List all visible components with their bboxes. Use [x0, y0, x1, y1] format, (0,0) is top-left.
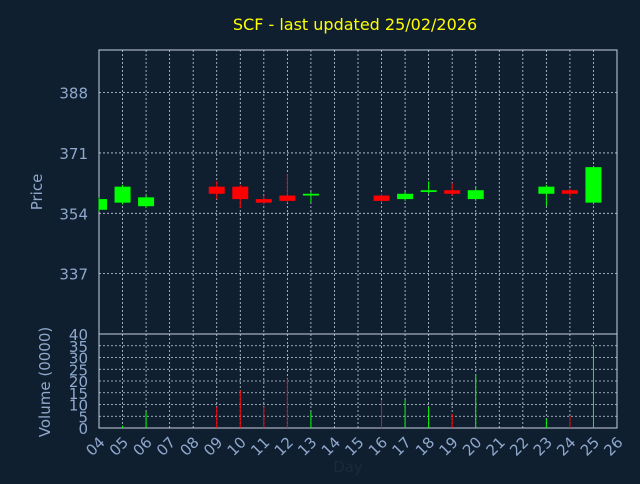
day-tick-label: 15	[341, 433, 367, 459]
day-tick-label: 09	[200, 433, 226, 459]
day-tick-label: 17	[388, 433, 414, 459]
candle-body	[585, 167, 602, 203]
volume-gridlines	[99, 334, 617, 428]
day-tick-labels: 0405060708091011121314151617181920212223…	[82, 433, 626, 459]
candle-body	[255, 199, 272, 203]
day-tick-label: 25	[577, 433, 603, 459]
price-tick-label: 371	[59, 145, 88, 163]
day-tick-label: 10	[224, 433, 250, 459]
chart-title: SCF - last updated 25/02/2026	[233, 15, 477, 34]
day-tick-label: 07	[153, 433, 179, 459]
x-axis-label: Day	[333, 458, 363, 476]
candle-body	[373, 195, 390, 201]
day-tick-label: 08	[177, 433, 203, 459]
price-panel: 337 354 371 388 Price	[28, 49, 618, 335]
candle-body	[561, 190, 578, 194]
candle-body	[279, 195, 296, 201]
candle-body	[138, 197, 155, 207]
volume-tick-label: 25	[69, 361, 88, 379]
day-tick-label: 13	[294, 433, 320, 459]
price-tick-label: 354	[59, 205, 88, 223]
day-tick-label: 22	[506, 433, 532, 459]
volume-tick-label: 10	[69, 397, 88, 415]
day-tick-label: 16	[365, 433, 391, 459]
candle-body	[538, 186, 555, 194]
price-tick-labels: 337 354 371 388	[59, 85, 88, 284]
volume-tick-label: 0	[78, 420, 88, 438]
candle-body	[397, 193, 414, 200]
day-tick-label: 06	[129, 433, 155, 459]
day-tick-label: 21	[483, 433, 509, 459]
day-tick-label: 20	[459, 433, 485, 459]
day-tick-label: 23	[530, 433, 556, 459]
volume-tick-label: 5	[78, 408, 88, 426]
day-tick-label: 12	[271, 433, 297, 459]
day-tick-label: 26	[600, 433, 626, 459]
candle-body	[302, 193, 319, 196]
day-tick-label: 24	[553, 433, 579, 459]
volume-tick-label: 15	[69, 385, 88, 403]
volume-axis-label: Volume (0000)	[36, 327, 54, 437]
candle-body	[420, 190, 437, 192]
day-tick-label: 19	[436, 433, 462, 459]
candle-body	[232, 186, 249, 200]
candle-body	[444, 190, 461, 194]
candle-body	[114, 186, 131, 203]
candle-body	[467, 190, 484, 200]
candle-body	[99, 199, 107, 210]
volume-tick-label: 20	[69, 373, 88, 391]
price-tick-label: 388	[59, 85, 88, 103]
candle-body	[208, 186, 225, 194]
volume-tick-label: 35	[69, 338, 88, 356]
volume-tick-label: 40	[69, 326, 88, 344]
price-tick-label: 337	[59, 266, 88, 284]
price-axis-label: Price	[28, 174, 46, 211]
day-tick-label: 11	[247, 433, 273, 459]
volume-tick-label: 30	[69, 350, 88, 368]
candlestick-series	[98, 167, 602, 212]
day-tick-label: 05	[106, 433, 132, 459]
volume-bar-series	[122, 345, 594, 428]
day-tick-label: 18	[412, 433, 438, 459]
day-tick-label: 14	[318, 433, 344, 459]
